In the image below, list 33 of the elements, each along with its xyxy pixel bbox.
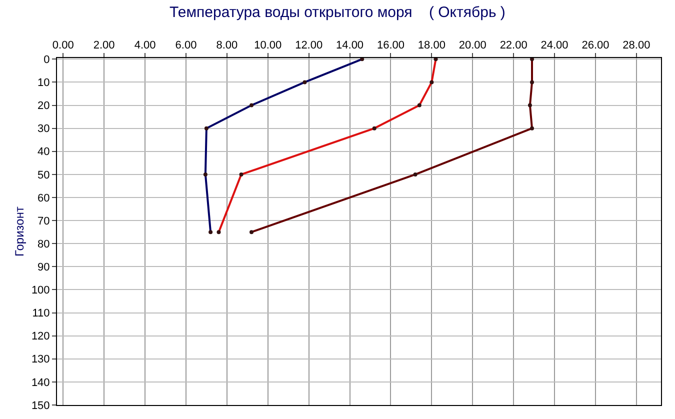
y-tick-label: 40 xyxy=(38,146,50,158)
x-tick-label: 22.00 xyxy=(500,40,528,52)
x-tick-label: 2.00 xyxy=(93,40,115,52)
x-tick-label: 14.00 xyxy=(336,40,364,52)
y-tick-label: 120 xyxy=(31,330,50,343)
x-tick-label: 28.00 xyxy=(622,40,650,52)
y-tick-label: 70 xyxy=(38,215,50,228)
x-tick-label: 0.00 xyxy=(52,40,74,52)
x-tick-label: 16.00 xyxy=(376,40,405,52)
y-tick-label: 20 xyxy=(38,100,50,112)
y-tick-label: 80 xyxy=(38,238,50,250)
y-tick-label: 130 xyxy=(31,354,50,366)
x-tick-label: 8.00 xyxy=(216,40,238,52)
y-tick-label: 90 xyxy=(38,262,50,274)
chart-title: Температура воды открытого моря ( Октябрь ) xyxy=(170,4,506,21)
x-tick-label: 24.00 xyxy=(540,40,568,52)
y-tick-label: 110 xyxy=(32,308,50,320)
x-tick-label: 18.00 xyxy=(418,40,446,52)
y-tick-label: 0 xyxy=(44,54,50,66)
y-tick-label: 100 xyxy=(31,284,50,297)
y-tick-label: 30 xyxy=(38,123,50,136)
y-axis-title: Горизонт xyxy=(12,206,27,256)
y-tick-label: 10 xyxy=(38,77,50,90)
x-tick-label: 4.00 xyxy=(134,40,156,52)
y-tick-label: 140 xyxy=(31,376,50,389)
x-tick-label: 26.00 xyxy=(582,40,610,52)
x-tick-label: 12.00 xyxy=(295,40,323,52)
x-tick-label: 6.00 xyxy=(175,40,197,52)
y-tick-label: 60 xyxy=(38,192,50,204)
y-tick-label: 50 xyxy=(38,169,50,182)
y-tick-label: 150 xyxy=(31,400,50,412)
x-tick-label: 10.00 xyxy=(254,40,282,52)
x-tick-label: 20.00 xyxy=(458,40,486,52)
